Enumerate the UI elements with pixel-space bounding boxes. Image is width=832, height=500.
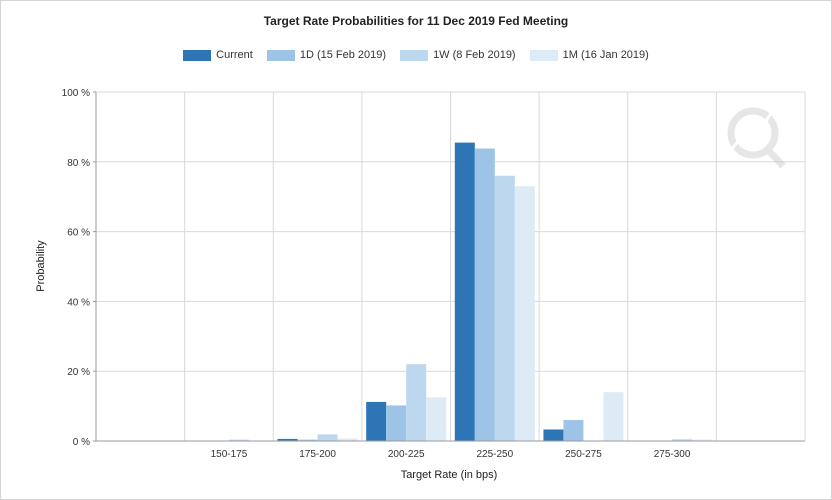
x-tick-label: 275-300 [654,449,691,460]
legend-item-1m[interactable]: 1M (16 Jan 2019) [529,49,649,61]
bar-250-275-series-1 [563,420,584,441]
y-axis-label: Probability [35,240,47,292]
legend-swatch-1d [266,49,295,61]
y-tick-label: 40 % [67,297,90,308]
y-tick-label: 80 % [67,158,90,169]
bar-200-225-series-0 [366,401,387,441]
y-tick-label: 60 % [67,228,90,239]
legend-item-current[interactable]: Current [183,49,253,61]
legend-swatch-1w [400,49,429,61]
legend-item-1d[interactable]: 1D (15 Feb 2019) [266,49,387,61]
x-tick-label: 175-200 [299,449,336,460]
bar-275-300-series-3 [692,439,713,441]
bar-200-225-series-1 [386,405,407,441]
bar-175-200-series-1 [297,439,318,441]
x-axis-label: Target Rate (in bps) [401,469,498,481]
legend-swatch-current [183,49,212,61]
bar-250-275-series-3 [603,392,624,441]
x-tick-label: 225-250 [476,449,513,460]
y-tick-label: 100 % [62,88,90,99]
y-tick-label: 20 % [67,367,90,378]
legend-swatch-1m [529,49,558,61]
watermark-logo [727,107,786,169]
bar-250-275-series-0 [543,429,564,441]
legend-label-1w: 1W (8 Feb 2019) [433,49,516,61]
y-tick-labels: 0 % 20 % 40 % 60 % 80 % 100 % [62,88,96,448]
x-tick-label: 250-275 [565,449,602,460]
bar-150-175-series-2 [228,439,249,441]
legend-label-1m: 1M (16 Jan 2019) [562,49,649,61]
bar-200-225-series-3 [426,397,447,441]
legend-item-1w[interactable]: 1W (8 Feb 2019) [400,49,516,61]
bar-175-200-series-3 [337,438,358,441]
bar-225-250-series-3 [514,186,535,441]
bar-225-250-series-1 [474,148,495,441]
legend-label-current: Current [216,49,253,61]
bar-175-200-series-2 [317,434,338,441]
x-tick-label: 150-175 [211,449,248,460]
bars [228,142,713,442]
x-tick-labels: 150-175 175-200 200-225 225-250 250-275 275-3… [211,449,691,460]
gridlines [96,91,805,442]
chart-title: Target Rate Probabilities for 11 Dec 201… [263,14,569,28]
bar-175-200-series-0 [277,438,298,441]
legend-label-1d: 1D (15 Feb 2019) [299,49,387,61]
bar-225-250-series-2 [494,175,515,441]
y-tick-label: 0 % [73,437,90,448]
bar-200-225-series-2 [406,364,427,441]
x-tick-label: 200-225 [388,449,425,460]
chart-legend: Current 1D (15 Feb 2019) 1W (8 Feb 2019)… [0,49,832,61]
bar-275-300-series-2 [672,439,693,441]
axes [95,91,806,442]
bar-225-250-series-0 [454,142,475,442]
